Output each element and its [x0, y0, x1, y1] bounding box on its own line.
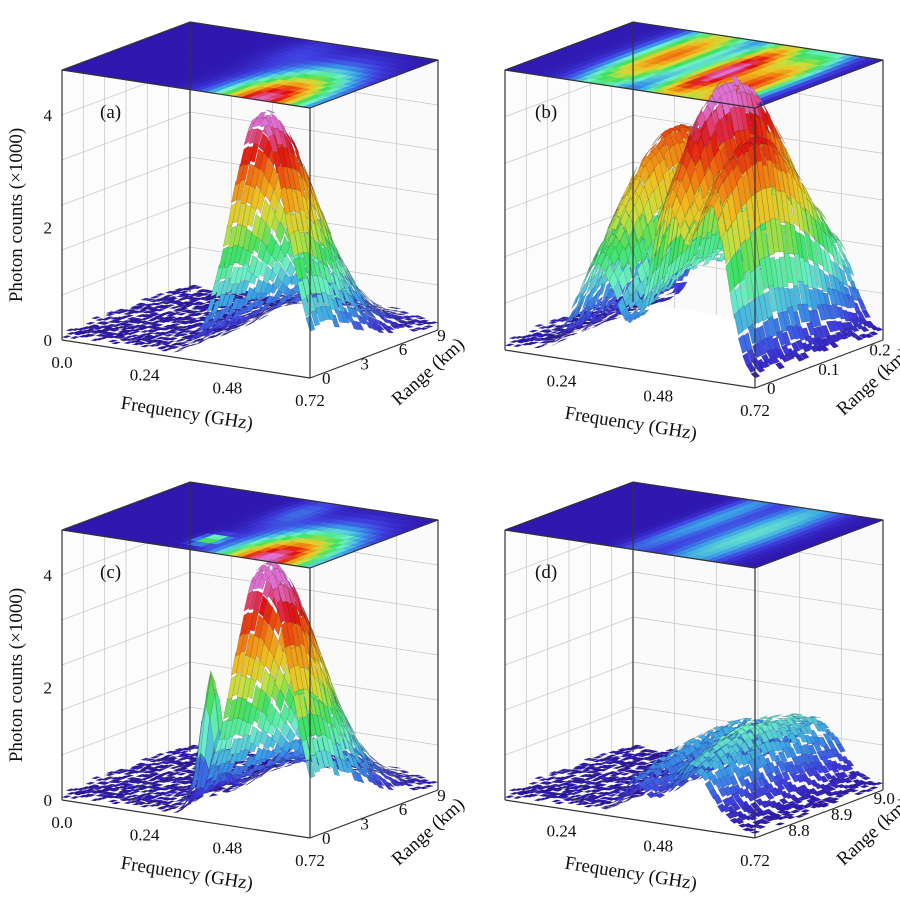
surface-facet	[390, 312, 400, 315]
z-axis-label: Photon counts (×1000)	[6, 128, 27, 302]
surface	[61, 109, 439, 353]
x-tick-label: 0.48	[643, 386, 673, 405]
surface-facet	[158, 312, 169, 316]
surface-facet	[775, 361, 785, 370]
surface-facet	[179, 297, 191, 300]
box-edge	[61, 339, 311, 379]
surface-facet	[412, 315, 422, 318]
surface-facet	[172, 333, 182, 337]
surface-facet	[413, 327, 424, 331]
z-tick-label: 2	[44, 219, 53, 238]
panel-label: (a)	[100, 102, 121, 123]
surface-facet	[140, 344, 150, 348]
y-tick-label: 0	[767, 379, 776, 398]
y-tick-label: 0.1	[818, 360, 839, 379]
surface-facet	[372, 302, 382, 307]
surface-facet	[419, 319, 430, 323]
surface-facet	[187, 284, 199, 288]
surface-facet	[409, 320, 420, 323]
surface-facet	[194, 294, 205, 298]
surface-facet	[391, 307, 401, 310]
z-tick-label: 0	[44, 331, 53, 350]
surface-facet	[123, 341, 134, 345]
surface-facet	[423, 325, 434, 329]
surface-facet	[199, 289, 210, 293]
x-tick-label: 0.72	[740, 401, 770, 420]
x-tick-label: 0.72	[295, 391, 325, 410]
z-tick-label: 4	[44, 106, 53, 125]
y-tick-label: 0	[322, 369, 331, 388]
surface-facet	[139, 329, 151, 333]
y-tick-label: 9	[437, 326, 446, 345]
surface-facet	[69, 336, 81, 339]
surface-facet	[186, 343, 196, 348]
x-axis-label: Frequency (GHz)	[563, 403, 698, 445]
top-projection	[60, 21, 440, 109]
surface-facet	[206, 296, 218, 300]
box-edge	[504, 349, 756, 389]
surface-facet	[124, 335, 135, 339]
surface-facet	[146, 318, 158, 322]
y-tick-label: 3	[360, 355, 369, 374]
surface-facet	[402, 315, 412, 318]
surface-facet	[376, 308, 387, 312]
panel-label: (b)	[535, 102, 557, 123]
surface-facet	[192, 286, 204, 290]
surface-facet	[395, 313, 405, 316]
surface-facet	[414, 322, 425, 326]
surface-facet	[381, 309, 392, 313]
surface-facet	[399, 311, 409, 314]
x-tick-label: 0.0	[51, 353, 72, 372]
x-tick-label: 0.48	[212, 378, 242, 397]
surface-facet	[173, 288, 185, 291]
surface-facet	[178, 290, 190, 294]
surface-facet	[197, 309, 208, 313]
y-tick-label: 6	[399, 340, 408, 359]
surface-facet	[144, 341, 154, 345]
surface-facet	[418, 327, 429, 331]
surface-facet	[170, 323, 182, 327]
x-tick-label: 0.24	[130, 366, 160, 385]
x-tick-label: 0.24	[547, 372, 577, 391]
surface-facet	[98, 336, 110, 340]
x-axis-label: Frequency (GHz)	[119, 393, 254, 435]
surface-facet	[416, 316, 426, 320]
